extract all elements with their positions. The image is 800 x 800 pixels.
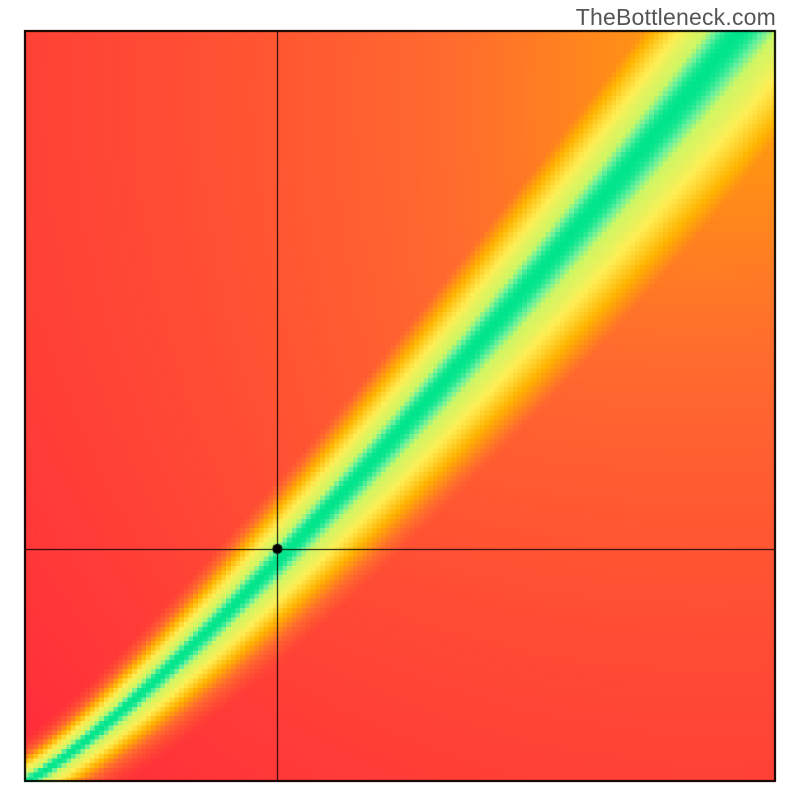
- bottleneck-heatmap: [24, 30, 776, 782]
- chart-container: TheBottleneck.com: [0, 0, 800, 800]
- watermark-text: TheBottleneck.com: [576, 4, 776, 31]
